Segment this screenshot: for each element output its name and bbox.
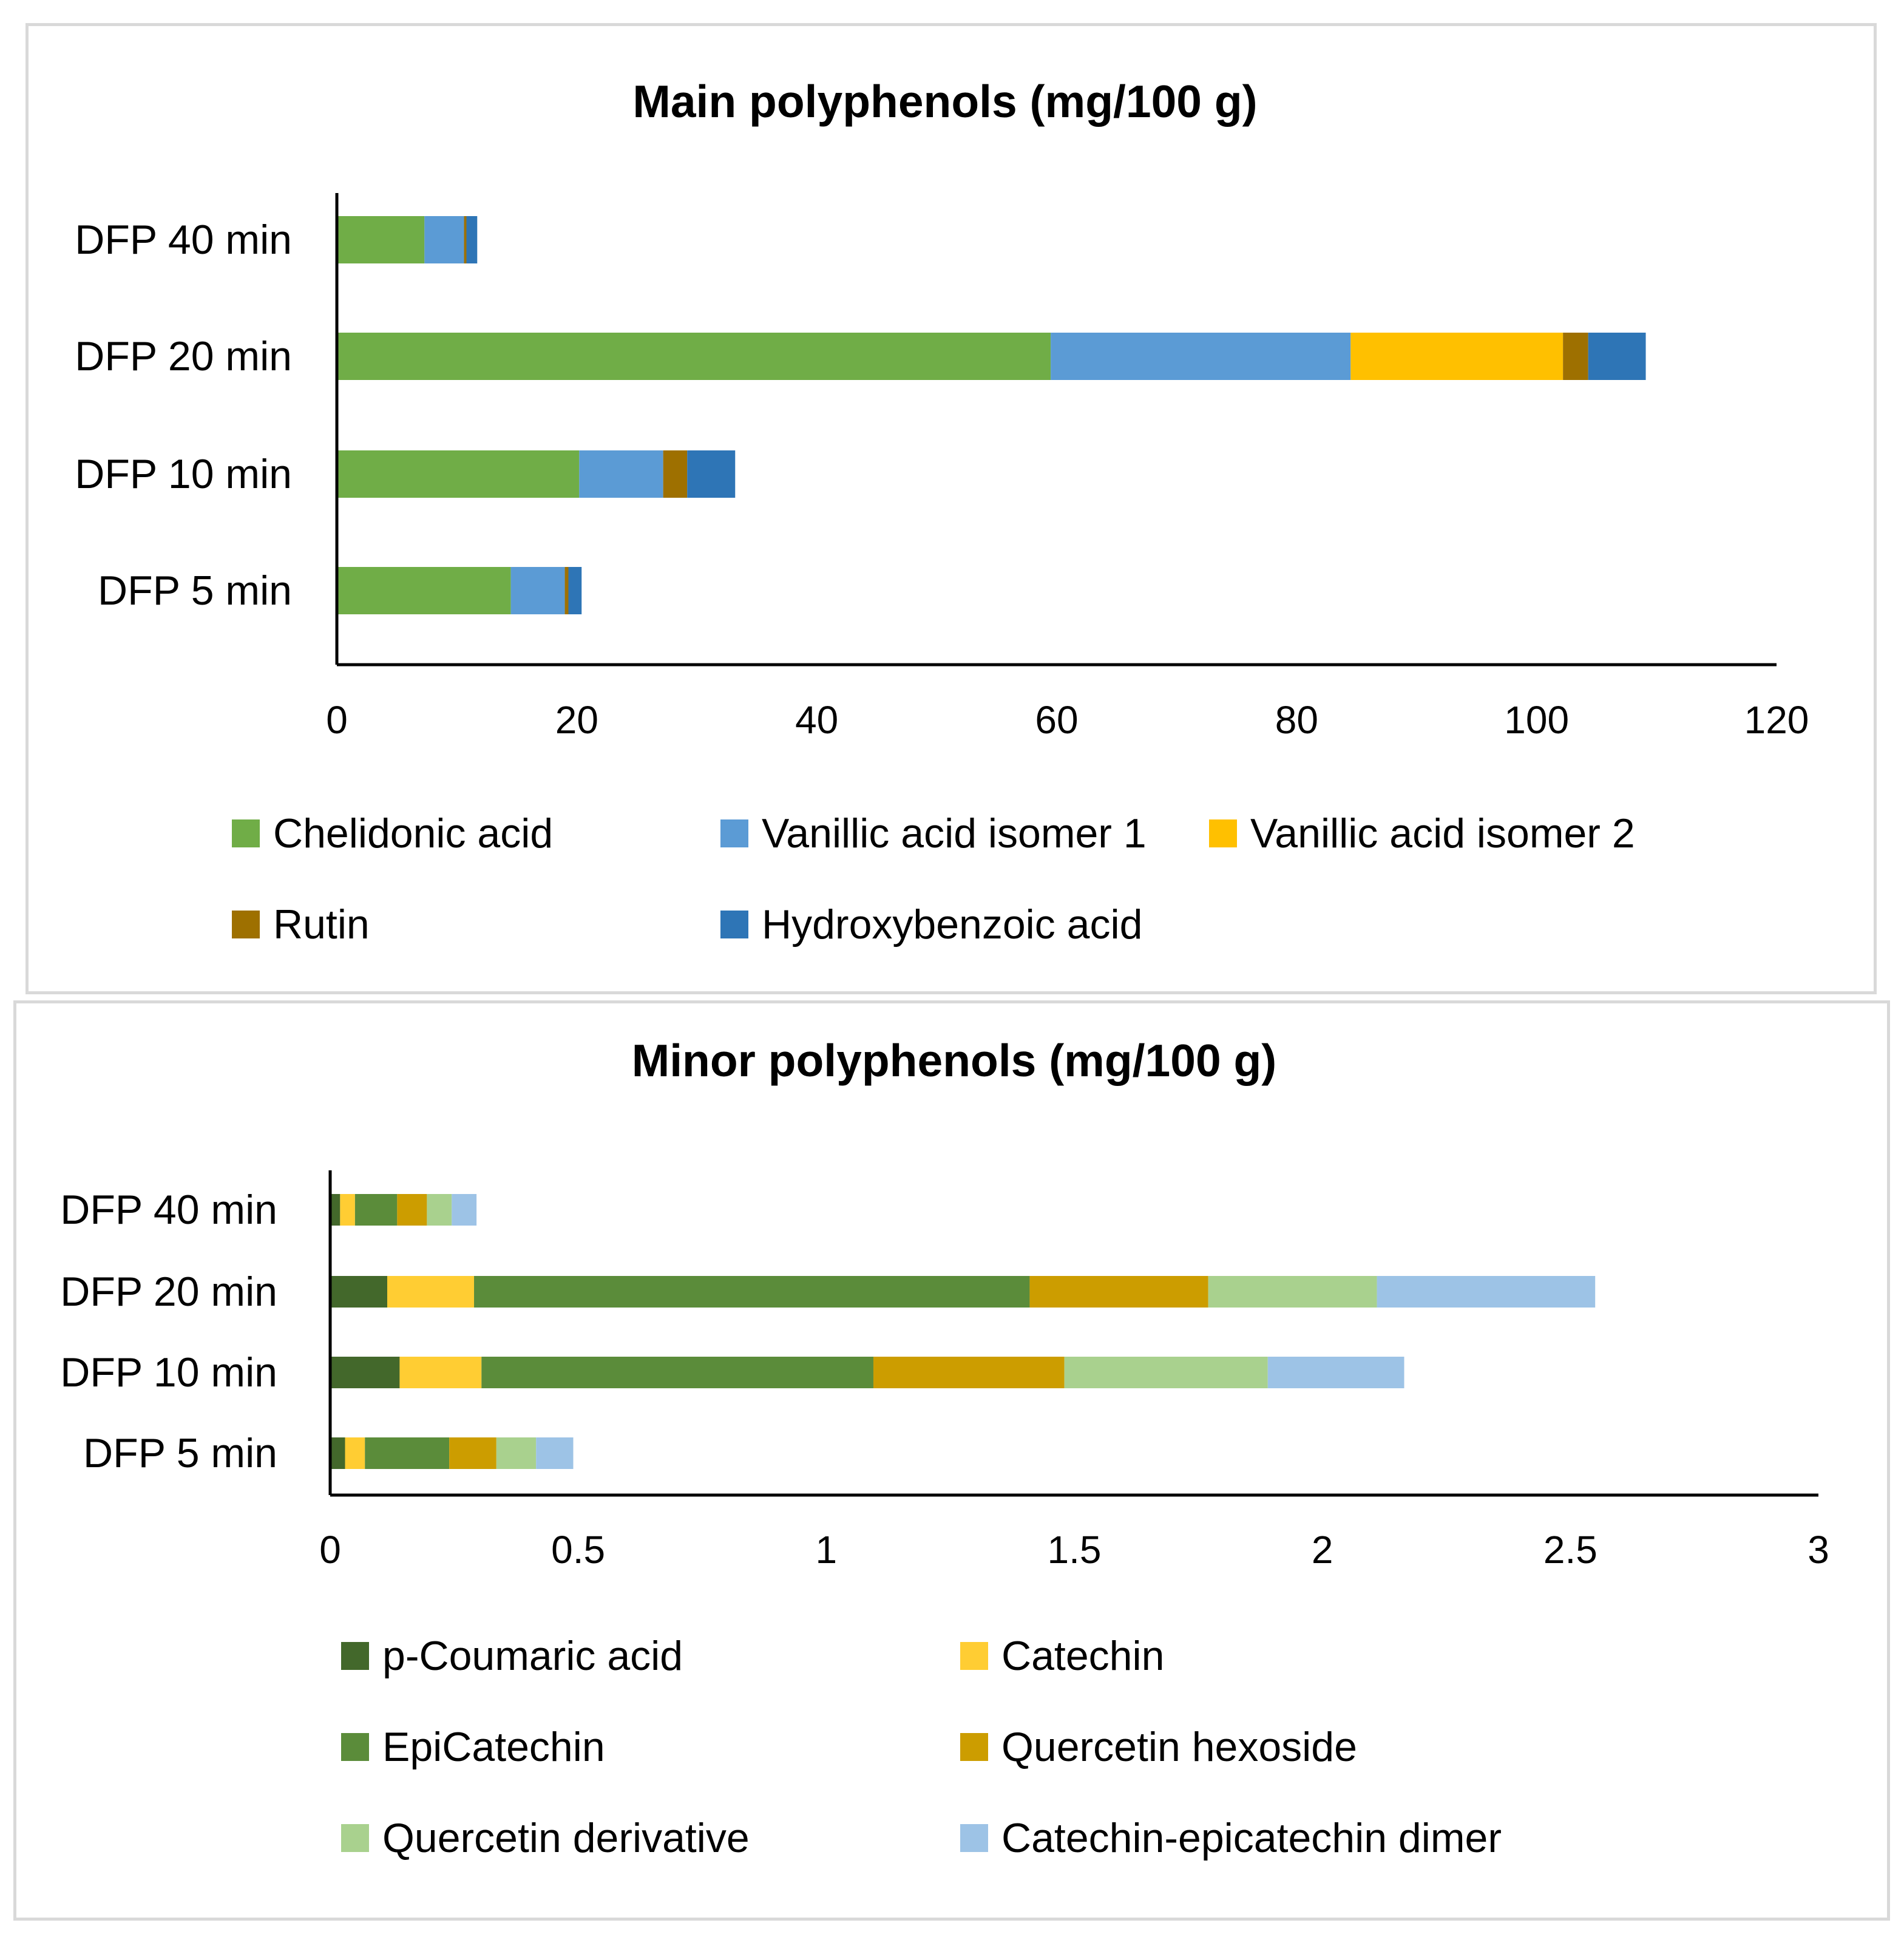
legend-label-quercetin-derivative: Quercetin derivative <box>382 1815 750 1861</box>
bar-segment-quercetin-hexoside-dfp-20-min <box>1029 1276 1208 1308</box>
x-tick-label: 1 <box>816 1528 838 1572</box>
legend-label-catechin: Catechin <box>1001 1633 1164 1679</box>
x-tick-label: 0 <box>319 1528 341 1572</box>
bar-segment-catechin-epicatechin-dimer-dfp-40-min <box>452 1194 477 1226</box>
x-tick-label: 1.5 <box>1048 1528 1102 1572</box>
bar-segment-hydroxybenzoic-acid-dfp-20-min <box>1588 333 1646 380</box>
bar-segment-vanillic-acid-isomer-1-dfp-40-min <box>424 216 464 263</box>
x-tick-label: 100 <box>1504 698 1569 742</box>
bar-segment-vanillic-acid-isomer-1-dfp-5-min <box>510 567 565 614</box>
bar-segment-epicatechin-dfp-20-min <box>474 1276 1030 1308</box>
x-tick-label: 80 <box>1275 698 1318 742</box>
bar-segment-rutin-dfp-5-min <box>564 567 569 614</box>
legend-label-rutin: Rutin <box>273 901 370 948</box>
bar-segment-catechin-dfp-10-min <box>399 1357 482 1388</box>
bar-segment-chelidonic-acid-dfp-5-min <box>337 567 511 614</box>
category-label-dfp-10-min: DFP 10 min <box>60 1349 277 1396</box>
bar-segment-rutin-dfp-10-min <box>663 450 688 498</box>
category-label-dfp-5-min: DFP 5 min <box>98 568 292 614</box>
legend-label-chelidonic-acid: Chelidonic acid <box>273 810 553 857</box>
bar-segment-vanillic-acid-isomer-1-dfp-10-min <box>579 450 663 498</box>
bar-segment-quercetin-hexoside-dfp-10-min <box>873 1357 1065 1388</box>
legend-label-quercetin-hexoside: Quercetin hexoside <box>1001 1724 1357 1770</box>
bar-segment-vanillic-acid-isomer-2-dfp-20-min <box>1350 333 1564 380</box>
bar-segment-quercetin-hexoside-dfp-40-min <box>397 1194 427 1226</box>
bar-segment-rutin-dfp-20-min <box>1563 333 1588 380</box>
category-label-dfp-40-min: DFP 40 min <box>75 217 292 263</box>
bar-segment-vanillic-acid-isomer-1-dfp-20-min <box>1051 333 1351 380</box>
bar-segment-catechin-epicatechin-dimer-dfp-10-min <box>1267 1357 1404 1388</box>
x-tick-label: 20 <box>555 698 598 742</box>
bar-segment-epicatechin-dfp-5-min <box>365 1437 450 1469</box>
legend-label-vanillic-acid-isomer-2: Vanillic acid isomer 2 <box>1250 810 1635 857</box>
legend-label-epicatechin: EpiCatechin <box>382 1724 605 1770</box>
bar-segment-p-coumaric-acid-dfp-20-min <box>330 1276 387 1308</box>
bar-segment-catechin-dfp-40-min <box>340 1194 355 1226</box>
bar-segment-quercetin-hexoside-dfp-5-min <box>449 1437 496 1469</box>
x-tick-label: 2 <box>1312 1528 1333 1572</box>
bar-segment-hydroxybenzoic-acid-dfp-5-min <box>568 567 582 614</box>
bar-segment-rutin-dfp-40-min <box>464 216 467 263</box>
x-tick-label: 120 <box>1744 698 1809 742</box>
x-tick-label: 3 <box>1807 1528 1829 1572</box>
category-label-dfp-40-min: DFP 40 min <box>60 1187 277 1233</box>
minor-chart-title: Minor polyphenols (mg/100 g) <box>632 1035 1277 1086</box>
legend-swatch-vanillic-acid-isomer-2 <box>1209 819 1237 847</box>
legend-label-hydroxybenzoic-acid: Hydroxybenzoic acid <box>762 901 1142 948</box>
bar-segment-hydroxybenzoic-acid-dfp-40-min <box>466 216 478 263</box>
bar-segment-p-coumaric-acid-dfp-10-min <box>330 1357 400 1388</box>
bar-segment-p-coumaric-acid-dfp-5-min <box>330 1437 345 1469</box>
bar-segment-epicatechin-dfp-40-min <box>354 1194 398 1226</box>
bar-segment-hydroxybenzoic-acid-dfp-10-min <box>687 450 736 498</box>
main-polyphenols-chart-panel: Main polyphenols (mg/100 g) DFP 5 min DFP … <box>25 23 1877 994</box>
bar-segment-catechin-dfp-5-min <box>345 1437 365 1469</box>
minor-polyphenols-chart-panel: Minor polyphenols (mg/100 g) DFP 5 min DFP… <box>13 1000 1890 1921</box>
category-label-dfp-20-min: DFP 20 min <box>60 1269 277 1315</box>
bar-segment-quercetin-derivative-dfp-5-min <box>496 1437 537 1469</box>
legend-swatch-catechin <box>960 1642 988 1670</box>
x-tick-label: 40 <box>795 698 838 742</box>
bar-segment-p-coumaric-acid-dfp-40-min <box>330 1194 340 1226</box>
x-tick-label: 0 <box>326 698 348 742</box>
bar-segment-catechin-epicatechin-dimer-dfp-20-min <box>1377 1276 1596 1308</box>
bar-segment-quercetin-derivative-dfp-40-min <box>427 1194 452 1226</box>
bar-segment-quercetin-derivative-dfp-20-min <box>1208 1276 1377 1308</box>
legend-swatch-epicatechin <box>341 1733 369 1761</box>
legend-swatch-p-coumaric-acid <box>341 1642 369 1670</box>
x-tick-label: 2.5 <box>1543 1528 1597 1572</box>
legend-label-vanillic-acid-isomer-1: Vanillic acid isomer 1 <box>762 810 1147 857</box>
x-tick-label: 0.5 <box>551 1528 605 1572</box>
bar-segment-chelidonic-acid-dfp-20-min <box>337 333 1051 380</box>
bar-segment-chelidonic-acid-dfp-10-min <box>337 450 580 498</box>
legend-label-catechin-epicatechin-dimer: Catechin-epicatechin dimer <box>1001 1815 1502 1861</box>
legend-swatch-chelidonic-acid <box>232 819 260 847</box>
legend-swatch-hydroxybenzoic-acid <box>720 911 748 938</box>
category-label-dfp-20-min: DFP 20 min <box>75 333 292 379</box>
bar-segment-catechin-epicatechin-dimer-dfp-5-min <box>536 1437 574 1469</box>
x-tick-label: 60 <box>1035 698 1078 742</box>
legend-label-p-coumaric-acid: p-Coumaric acid <box>382 1633 683 1679</box>
main-chart-title: Main polyphenols (mg/100 g) <box>632 76 1257 127</box>
legend-swatch-quercetin-hexoside <box>960 1733 988 1761</box>
legend-swatch-vanillic-acid-isomer-1 <box>720 819 748 847</box>
legend-swatch-rutin <box>232 911 260 938</box>
bar-segment-catechin-dfp-20-min <box>387 1276 475 1308</box>
legend-swatch-catechin-epicatechin-dimer <box>960 1824 988 1852</box>
minor-polyphenols-chart: Minor polyphenols (mg/100 g) DFP 5 min DFP… <box>60 1035 1829 1861</box>
category-label-dfp-10-min: DFP 10 min <box>75 451 292 497</box>
bar-segment-quercetin-derivative-dfp-10-min <box>1064 1357 1268 1388</box>
main-polyphenols-chart: Main polyphenols (mg/100 g) DFP 5 min DFP … <box>75 76 1809 948</box>
bar-segment-chelidonic-acid-dfp-40-min <box>337 216 425 263</box>
bar-segment-epicatechin-dfp-10-min <box>481 1357 873 1388</box>
legend-swatch-quercetin-derivative <box>341 1824 369 1852</box>
category-label-dfp-5-min: DFP 5 min <box>83 1430 277 1476</box>
